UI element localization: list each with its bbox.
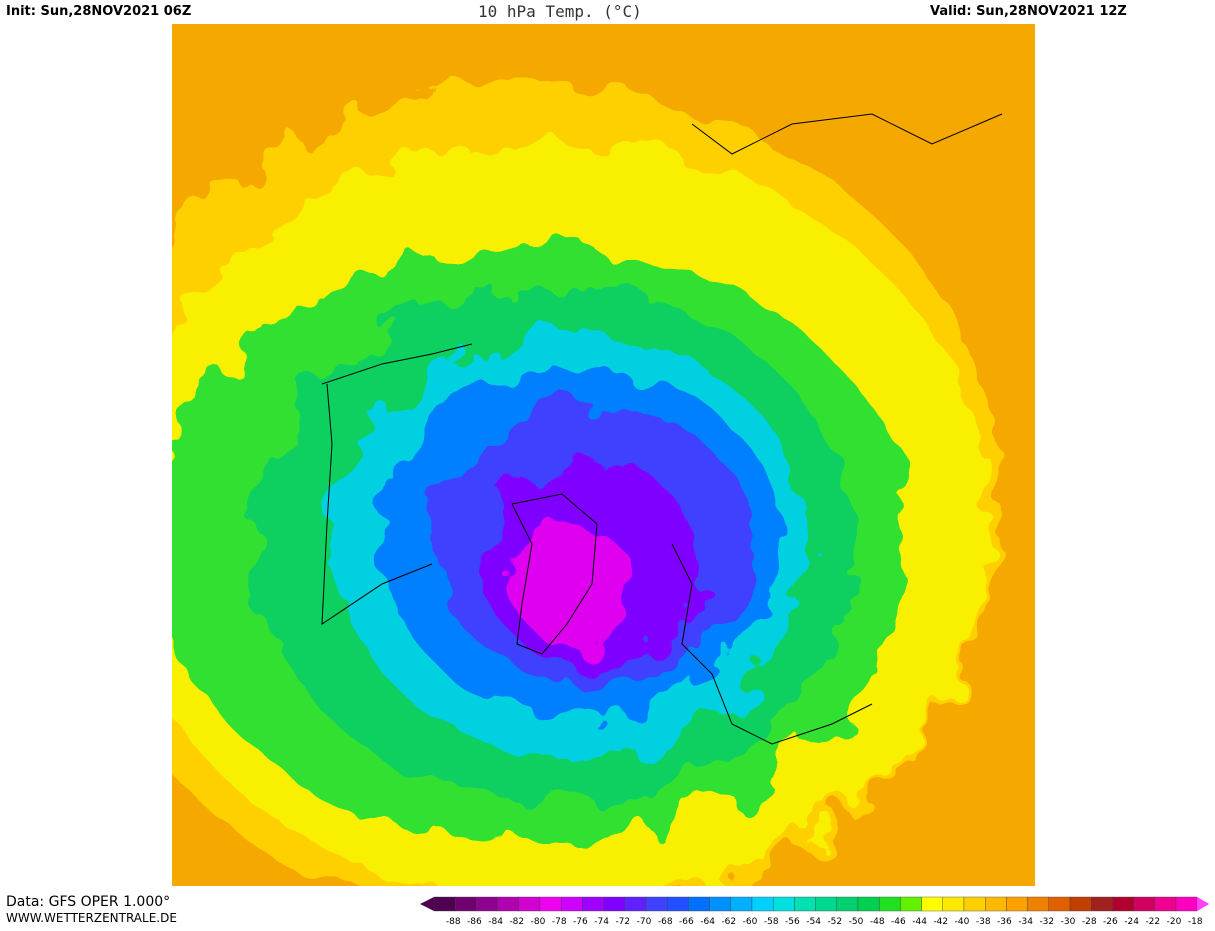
color-swatch bbox=[836, 896, 859, 912]
color-bar-label: -68 bbox=[658, 917, 673, 927]
color-swatch bbox=[942, 896, 965, 912]
color-swatch bbox=[560, 896, 583, 912]
color-bar-label: -86 bbox=[467, 917, 482, 927]
color-bar-label: -88 bbox=[446, 917, 461, 927]
color-bar-label: -46 bbox=[891, 917, 906, 927]
color-swatch bbox=[1133, 896, 1155, 912]
color-bar-label: -82 bbox=[509, 917, 524, 927]
init-time: Init: Sun,28NOV2021 06Z bbox=[6, 4, 192, 19]
color-bar-label: -80 bbox=[531, 917, 546, 927]
title: 10 hPa Temp. (°C) bbox=[478, 2, 642, 21]
color-bar-label: -70 bbox=[637, 917, 652, 927]
color-bar-label: -66 bbox=[679, 917, 694, 927]
color-swatch bbox=[985, 896, 1007, 912]
color-swatch bbox=[518, 896, 541, 912]
color-swatch bbox=[666, 896, 689, 912]
color-swatch bbox=[603, 896, 626, 912]
color-swatch bbox=[1112, 896, 1134, 912]
color-bar-label: -52 bbox=[827, 917, 842, 927]
color-bar-label: -64 bbox=[700, 917, 715, 927]
color-bar-label: -36 bbox=[997, 917, 1012, 927]
color-swatch bbox=[921, 896, 944, 912]
color-bar: -88 -86 -84 -82 -80 -78 -76 -74 -72 -70 -68 -66 -64-… bbox=[420, 896, 1210, 927]
website: WWW.WETTERZENTRALE.DE bbox=[6, 911, 177, 925]
color-bar-label: -50 bbox=[849, 917, 864, 927]
color-swatch bbox=[1091, 896, 1113, 912]
color-swatch bbox=[645, 896, 668, 912]
color-bar-label: -74 bbox=[594, 917, 609, 927]
color-bar-label: -62 bbox=[721, 917, 736, 927]
color-swatch bbox=[1006, 896, 1028, 912]
color-bar-label: -38 bbox=[976, 917, 991, 927]
color-bar-label: -40 bbox=[955, 917, 970, 927]
color-swatch bbox=[497, 896, 519, 912]
color-swatch bbox=[1048, 896, 1071, 912]
color-swatch bbox=[773, 896, 795, 912]
valid-time: Valid: Sun,28NOV2021 12Z bbox=[930, 4, 1127, 19]
color-bar-label: -48 bbox=[870, 917, 885, 927]
color-bar-label: -84 bbox=[488, 917, 503, 927]
color-swatch bbox=[900, 896, 922, 912]
color-swatch bbox=[1154, 896, 1177, 912]
color-swatch bbox=[582, 896, 604, 912]
color-bar-label: -30 bbox=[1061, 917, 1076, 927]
color-swatch bbox=[963, 896, 986, 912]
color-bar-label: -28 bbox=[1082, 917, 1097, 927]
color-bar-label: -44 bbox=[912, 917, 927, 927]
color-swatch bbox=[1175, 896, 1198, 912]
data-source: Data: GFS OPER 1.000° bbox=[6, 894, 171, 910]
color-bar-label: -34 bbox=[1018, 917, 1033, 927]
color-bar-label: -26 bbox=[1103, 917, 1118, 927]
color-swatch bbox=[688, 896, 710, 912]
color-bar-label: -72 bbox=[615, 917, 630, 927]
color-swatch bbox=[730, 896, 753, 912]
color-bar-right-arrow bbox=[1197, 897, 1210, 911]
color-swatch bbox=[539, 896, 562, 912]
color-swatch bbox=[1069, 896, 1092, 912]
color-swatch bbox=[433, 896, 456, 912]
color-swatch bbox=[815, 896, 838, 912]
color-bar-label: -54 bbox=[806, 917, 821, 927]
color-bar-label: -20 bbox=[1167, 917, 1182, 927]
color-swatch bbox=[624, 896, 647, 912]
color-swatch bbox=[455, 896, 477, 912]
color-bar-label: -58 bbox=[764, 917, 779, 927]
color-bar-label: -56 bbox=[785, 917, 800, 927]
color-bar-label: -78 bbox=[552, 917, 567, 927]
color-swatch bbox=[751, 896, 774, 912]
color-swatch bbox=[794, 896, 816, 912]
color-bar-label: -18 bbox=[1188, 917, 1203, 927]
map bbox=[172, 24, 1035, 886]
color-bar-label: -32 bbox=[1039, 917, 1054, 927]
color-swatch bbox=[1027, 896, 1049, 912]
color-bar-label: -60 bbox=[743, 917, 758, 927]
color-swatch bbox=[857, 896, 880, 912]
color-bar-label: -76 bbox=[573, 917, 588, 927]
color-swatch bbox=[476, 896, 498, 912]
color-bar-label: -24 bbox=[1124, 917, 1139, 927]
color-swatch bbox=[879, 896, 901, 912]
color-bar-label: -22 bbox=[1145, 917, 1160, 927]
color-bar-left-arrow bbox=[420, 897, 434, 911]
color-swatch bbox=[709, 896, 732, 912]
color-bar-label: -42 bbox=[933, 917, 948, 927]
